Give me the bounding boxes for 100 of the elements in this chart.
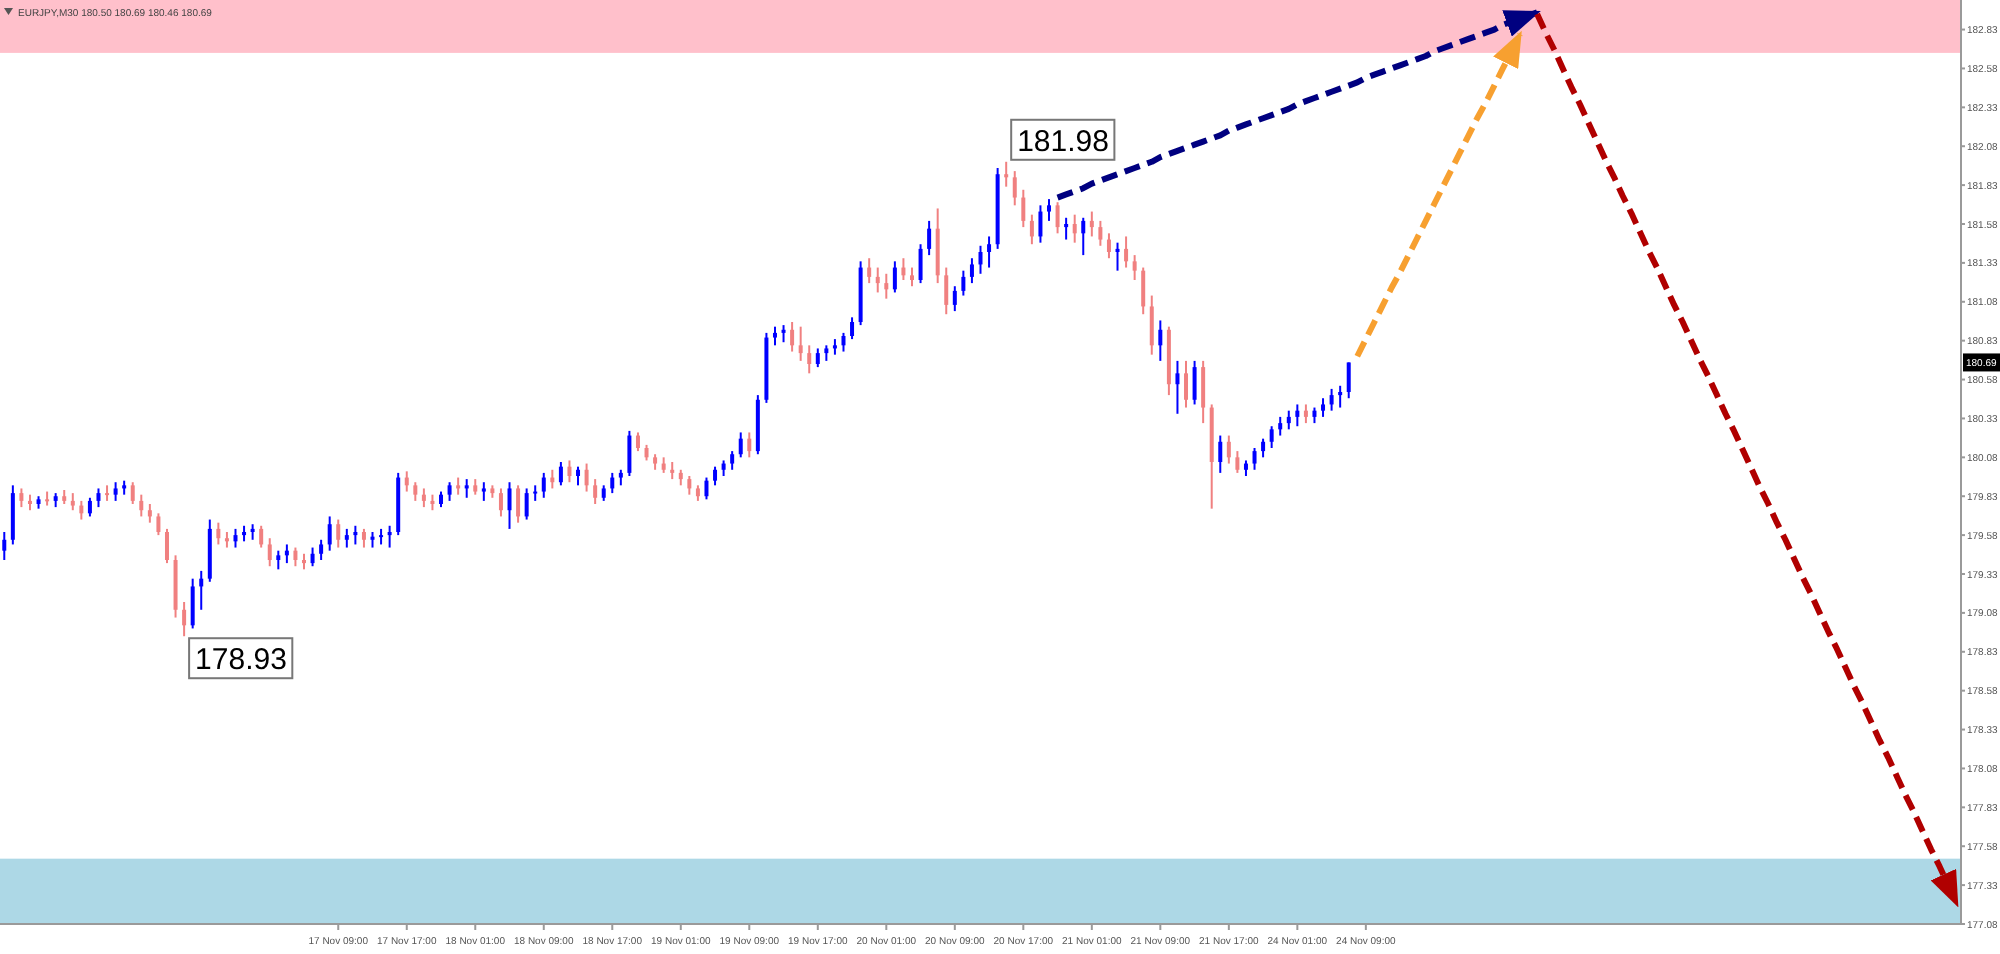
candlestick: [704, 476, 709, 501]
candlestick: [610, 471, 615, 495]
candlestick: [1132, 254, 1137, 281]
candlestick: [1004, 160, 1009, 188]
candlestick: [233, 527, 238, 549]
candlestick: [319, 538, 324, 561]
candlestick: [164, 527, 169, 565]
candlestick: [918, 243, 923, 285]
annotation: 181.98: [1017, 124, 1109, 159]
candlestick: [790, 321, 795, 353]
candlestick: [293, 546, 298, 568]
candlestick: [730, 450, 735, 471]
candlestick: [404, 470, 409, 493]
candlestick: [1175, 359, 1180, 415]
candlestick: [1029, 213, 1034, 246]
candlestick: [361, 527, 366, 549]
candlestick: [182, 601, 187, 638]
candlestick: [498, 487, 503, 518]
candlestick: [627, 429, 632, 477]
candlestick: [969, 257, 974, 285]
candlestick: [1089, 210, 1094, 238]
candlestick: [1064, 216, 1069, 241]
candlestick: [1158, 319, 1163, 362]
candlestick: [1081, 216, 1086, 257]
candlestick: [901, 257, 906, 281]
candlestick: [2, 531, 7, 561]
candlestick: [1269, 425, 1274, 449]
candlestick: [1346, 361, 1351, 400]
candlestick: [1055, 201, 1060, 235]
candlestick: [1115, 241, 1120, 272]
candlestick: [576, 465, 581, 487]
candlestick: [1038, 204, 1043, 244]
candlestick: [1226, 434, 1231, 465]
candlestick: [276, 549, 281, 571]
candlestick: [1261, 437, 1266, 459]
candlestick: [815, 347, 820, 369]
candlestick: [1149, 294, 1154, 356]
candlestick: [1021, 188, 1026, 229]
candlestick: [798, 325, 803, 362]
candlestick: [584, 462, 589, 493]
candlestick: [79, 499, 84, 521]
candlestick: [1218, 434, 1223, 474]
candlestick: [147, 503, 152, 524]
candlestick: [944, 266, 949, 316]
candlestick: [687, 475, 692, 496]
candlestick: [87, 496, 92, 518]
candlestick: [935, 207, 940, 285]
candlestick: [1047, 198, 1052, 222]
candlestick: [1329, 387, 1334, 412]
candlestick: [1012, 170, 1017, 207]
candlestick: [1184, 359, 1189, 409]
candlestick: [747, 431, 752, 459]
candlestick: [1303, 403, 1308, 425]
candlestick: [353, 524, 358, 546]
candlestick: [336, 518, 341, 549]
candlestick: [216, 521, 221, 546]
candlestick: [139, 493, 144, 518]
candlestick: [113, 481, 118, 502]
candlestick: [635, 431, 640, 453]
candlestick: [909, 266, 914, 288]
candlestick: [464, 478, 469, 499]
candlestick: [96, 487, 101, 509]
candlestick: [593, 478, 598, 505]
candlestick: [875, 266, 880, 294]
candlestick: [259, 524, 264, 549]
candlestick: [199, 569, 204, 611]
candlestick: [413, 481, 418, 502]
candlestick: [978, 244, 983, 275]
candlestick: [841, 331, 846, 353]
candlestick: [541, 471, 546, 499]
candlestick: [1192, 359, 1197, 406]
candlestick: [1321, 397, 1326, 418]
candlestick: [524, 487, 529, 521]
candlestick: [1278, 415, 1283, 437]
candlestick: [1141, 266, 1146, 316]
candlestick: [772, 325, 777, 347]
candlestick: [10, 484, 15, 546]
candlestick: [713, 465, 718, 487]
candlestick: [130, 481, 135, 505]
candlestick: [190, 577, 195, 630]
candlestick: [327, 515, 332, 552]
candlestick: [105, 484, 110, 502]
candlestick: [892, 260, 897, 294]
candlestick: [516, 484, 521, 524]
candlestick: [1252, 447, 1257, 471]
candlestick: [807, 344, 812, 375]
candlestick: [1235, 450, 1240, 474]
candlestick: [1338, 384, 1343, 409]
candlestick: [850, 316, 855, 341]
candlestick: [567, 459, 572, 484]
candlestick: [1098, 219, 1103, 247]
candlestick: [952, 285, 957, 313]
candlestick: [481, 481, 486, 502]
candlestick: [1072, 213, 1077, 244]
candlestick: [447, 481, 452, 502]
candlestick: [987, 235, 992, 269]
candlestick: [267, 537, 272, 568]
candlestick: [533, 484, 538, 502]
candlestick: [344, 527, 349, 549]
candlestick: [884, 272, 889, 300]
